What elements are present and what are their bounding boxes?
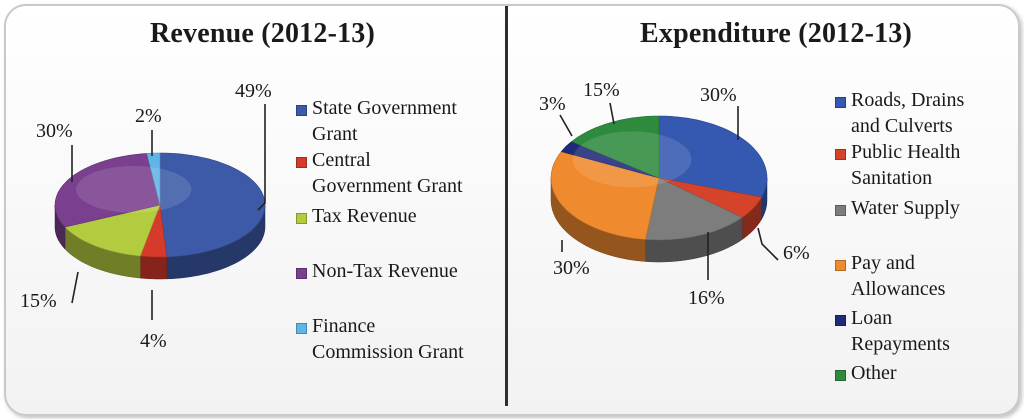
legend-swatch <box>296 213 307 224</box>
revenue-slice-central-government-grant <box>139 204 167 258</box>
legend-label-line: Public Health <box>851 141 961 163</box>
legend-label: Loan Repayments <box>851 305 950 357</box>
legend-label-line: Commission Grant <box>312 341 464 363</box>
legend-label-line: State Government <box>312 97 457 119</box>
legend-label-line: Water Supply <box>851 197 960 219</box>
legend-swatch <box>835 149 846 160</box>
legend-label: Water Supply <box>851 195 960 221</box>
revenue-slice-side-central-government-grant <box>140 255 167 280</box>
legend-label-line: Allowances <box>851 278 946 300</box>
revenue-value-label-tax-revenue: 15% <box>20 290 57 312</box>
legend-swatch <box>296 157 307 168</box>
revenue-value-label-central-government-grant: 4% <box>140 330 167 352</box>
revenue-leader-line <box>257 104 266 211</box>
expenditure-slice-roads-drains-and-culverts <box>658 115 768 198</box>
legend-label-line: Repayments <box>851 333 950 355</box>
legend-label: Tax Revenue <box>312 203 417 229</box>
revenue-slice-tax-revenue <box>64 204 161 257</box>
legend-label-line: Central <box>312 149 371 171</box>
revenue-slice-non-tax-revenue <box>54 153 161 228</box>
expenditure-value-label-other: 15% <box>583 79 620 101</box>
expenditure-pie-highlight <box>572 131 692 188</box>
legend-label-line: Loan <box>851 307 893 329</box>
legend-label: Public Health Sanitation <box>851 139 960 191</box>
panel-divider <box>505 6 508 406</box>
expenditure-leader-line <box>609 102 615 125</box>
expenditure-leader-line <box>757 227 779 261</box>
legend-swatch <box>835 260 846 271</box>
legend-swatch <box>835 370 846 381</box>
legend-swatch <box>296 105 307 116</box>
legend-label-line: Other <box>851 362 897 384</box>
legend-label-line: and Culverts <box>851 115 953 137</box>
revenue-leader-line <box>71 271 79 304</box>
legend-label-line: Grant <box>312 123 358 145</box>
expenditure-value-label-loan-repayments: 3% <box>539 93 566 115</box>
legend-label: Roads, Drains and Culverts <box>851 87 964 139</box>
legend-swatch <box>835 97 846 108</box>
legend-label: Other <box>851 360 897 386</box>
legend-label: Non-Tax Revenue <box>312 258 458 284</box>
legend-label: Central Government Grant <box>312 147 463 199</box>
legend-label-line: Roads, Drains <box>851 89 965 111</box>
legend-swatch <box>835 315 846 326</box>
revenue-pie-highlight <box>76 166 192 213</box>
expenditure-value-label-public-health-sanitation: 6% <box>783 242 810 264</box>
expenditure-slice-public-health-sanitation <box>658 177 763 218</box>
expenditure-value-label-pay-and-allowances: 30% <box>553 257 590 279</box>
expenditure-value-label-roads-drains-and-culverts: 30% <box>700 84 737 106</box>
legend-label-line: Government Grant <box>312 175 463 197</box>
legend-swatch <box>296 268 307 279</box>
legend-label-line: Finance <box>312 315 376 337</box>
expenditure-slice-pay-and-allowances <box>550 151 660 240</box>
legend-swatch <box>296 323 307 334</box>
expenditure-chart-title: Expenditure (2012-13) <box>640 18 913 49</box>
expenditure-value-label-water-supply: 16% <box>688 287 725 309</box>
legend-label-line: Tax Revenue <box>312 205 417 227</box>
legend-label-line: Non-Tax Revenue <box>312 260 458 282</box>
legend-label-line: Pay and <box>851 252 915 274</box>
legend-label-line: Sanitation <box>851 167 933 189</box>
expenditure-leader-line <box>559 114 573 137</box>
legend-label: State Government Grant <box>312 95 457 147</box>
revenue-value-label-state-government-grant: 49% <box>235 80 272 102</box>
expenditure-slice-other <box>570 115 660 179</box>
revenue-chart-title: Revenue (2012-13) <box>150 18 376 49</box>
expenditure-slice-water-supply <box>645 177 743 241</box>
legend-swatch <box>835 205 846 216</box>
legend-label: Finance Commission Grant <box>312 313 464 365</box>
revenue-value-label-non-tax-revenue: 30% <box>36 120 73 142</box>
revenue-slice-finance-commission-grant <box>146 152 161 206</box>
revenue-value-label-finance-commission-grant: 2% <box>135 105 162 127</box>
legend-label: Pay and Allowances <box>851 250 945 302</box>
